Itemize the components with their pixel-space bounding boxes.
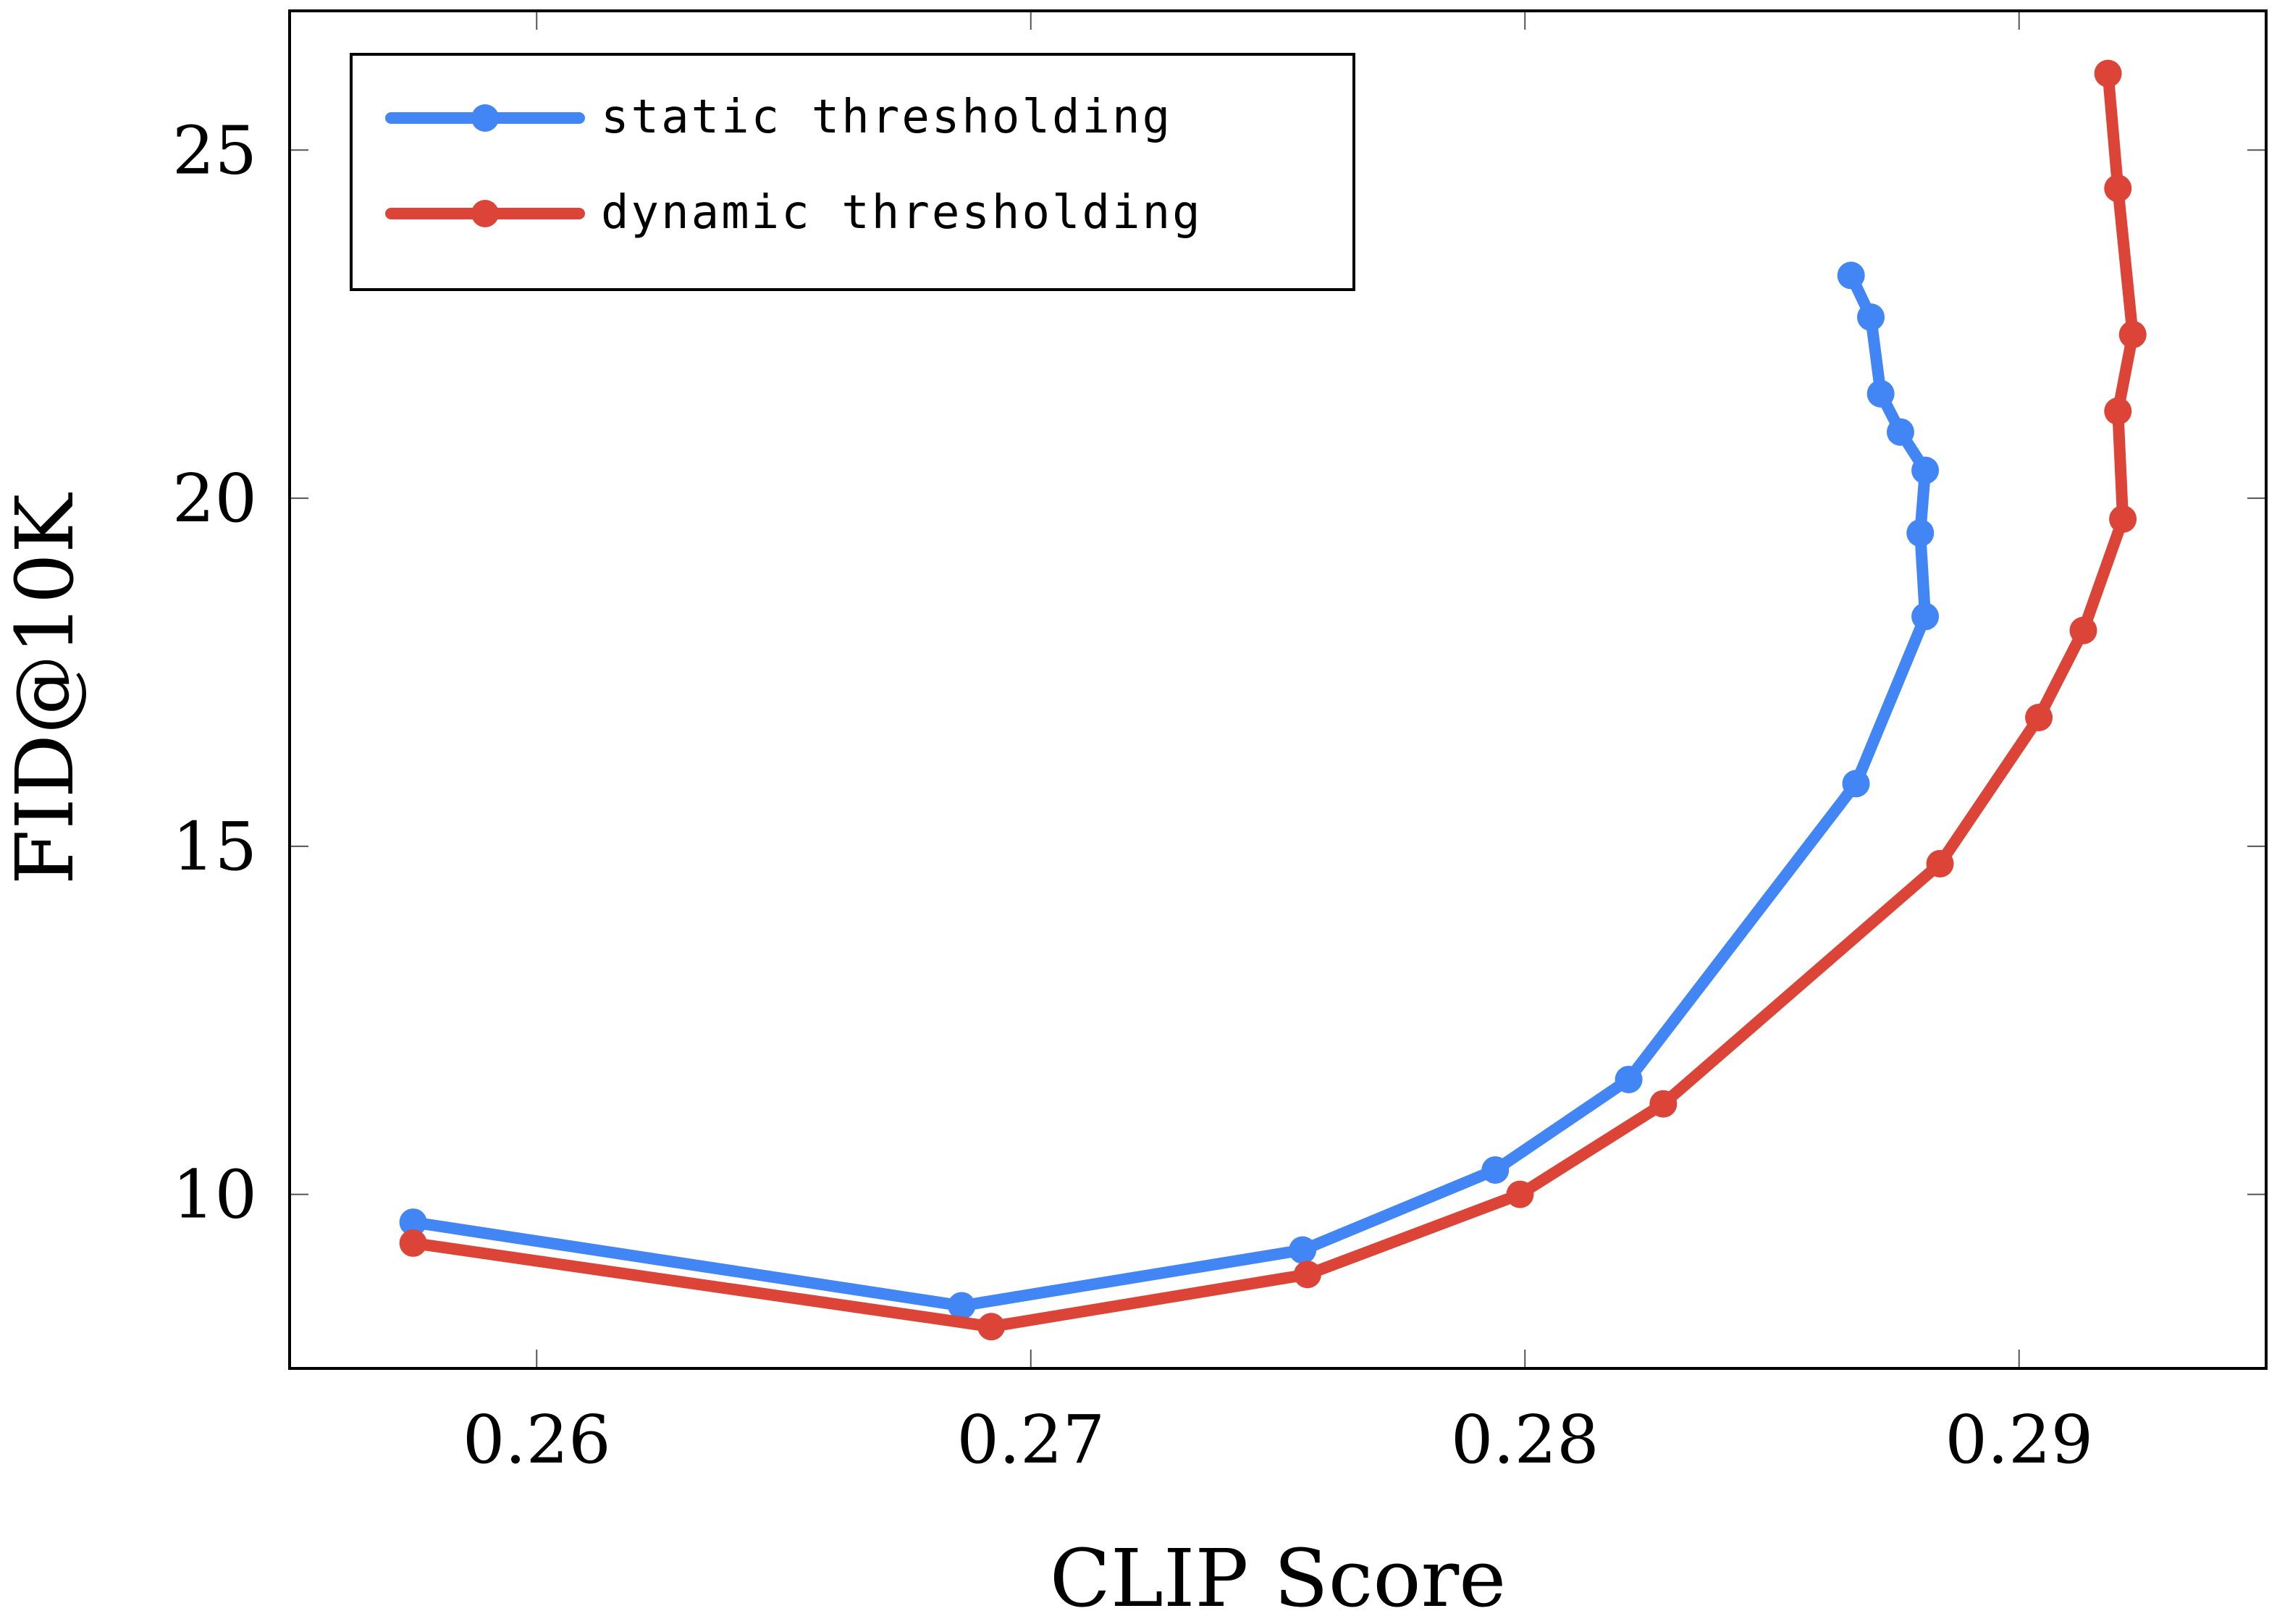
- data-point-dynamic-thresholding: [1506, 1180, 1534, 1208]
- data-point-dynamic-thresholding: [2094, 59, 2122, 88]
- series-line-static-thresholding: [407, 269, 1932, 1312]
- y-tick-labels: 10 15 20 25: [172, 112, 257, 1233]
- data-point-static-thresholding: [1615, 1065, 1643, 1093]
- data-point-dynamic-thresholding: [1649, 1090, 1678, 1118]
- data-point-static-thresholding: [1842, 770, 1870, 798]
- data-point-dynamic-thresholding: [1926, 849, 1954, 878]
- x-tick-label: 0.27: [956, 1401, 1105, 1478]
- series-layer: [399, 59, 2147, 1341]
- data-point-static-thresholding: [1911, 456, 1940, 484]
- x-tick-label: 0.28: [1451, 1401, 1599, 1478]
- data-point-dynamic-thresholding: [2104, 174, 2132, 203]
- x-tick-label: 0.26: [463, 1401, 611, 1478]
- axis-ticks: [290, 11, 2266, 1368]
- data-point-dynamic-thresholding: [2104, 397, 2132, 425]
- data-point-dynamic-thresholding: [2069, 616, 2097, 644]
- data-point-static-thresholding: [1289, 1236, 1317, 1264]
- y-tick-label: 25: [172, 112, 257, 189]
- data-point-dynamic-thresholding: [2025, 703, 2053, 731]
- data-point-static-thresholding: [1886, 418, 1914, 446]
- data-point-static-thresholding: [399, 1208, 427, 1237]
- legend-marker-dynamic-thresholding: [471, 200, 499, 227]
- y-tick-label: 15: [172, 808, 257, 885]
- data-point-static-thresholding: [1857, 303, 1885, 332]
- data-point-static-thresholding: [1911, 602, 1940, 631]
- legend-label-static-thresholding: static thresholding: [601, 91, 1172, 144]
- data-point-static-thresholding: [1837, 261, 1865, 290]
- legend-label-dynamic-thresholding: dynamic thresholding: [601, 186, 1203, 240]
- data-point-dynamic-thresholding: [399, 1229, 427, 1257]
- legend: static thresholding dynamic thresholding: [350, 53, 1355, 291]
- y-tick-label: 10: [172, 1156, 257, 1234]
- x-tick-labels: 0.26 0.27 0.28 0.29: [463, 1401, 2093, 1478]
- legend-marker-static-thresholding: [471, 104, 499, 132]
- data-point-dynamic-thresholding: [1293, 1261, 1321, 1289]
- legend-entries: static thresholding dynamic thresholding: [385, 91, 1203, 240]
- plot-area-frame: [288, 9, 2268, 1370]
- data-point-dynamic-thresholding: [2118, 321, 2147, 349]
- data-point-dynamic-thresholding: [977, 1313, 1006, 1341]
- legend-box: [350, 53, 1355, 291]
- data-point-dynamic-thresholding: [2109, 505, 2137, 533]
- data-point-static-thresholding: [1481, 1156, 1510, 1184]
- y-axis-title: FID@10K: [0, 492, 91, 885]
- y-tick-label: 20: [172, 460, 257, 537]
- x-tick-label: 0.29: [1945, 1401, 2093, 1478]
- data-point-static-thresholding: [1906, 519, 1935, 547]
- data-point-static-thresholding: [948, 1292, 976, 1320]
- data-point-static-thresholding: [1866, 379, 1895, 408]
- x-axis-title: CLIP Score: [1050, 1532, 1507, 1624]
